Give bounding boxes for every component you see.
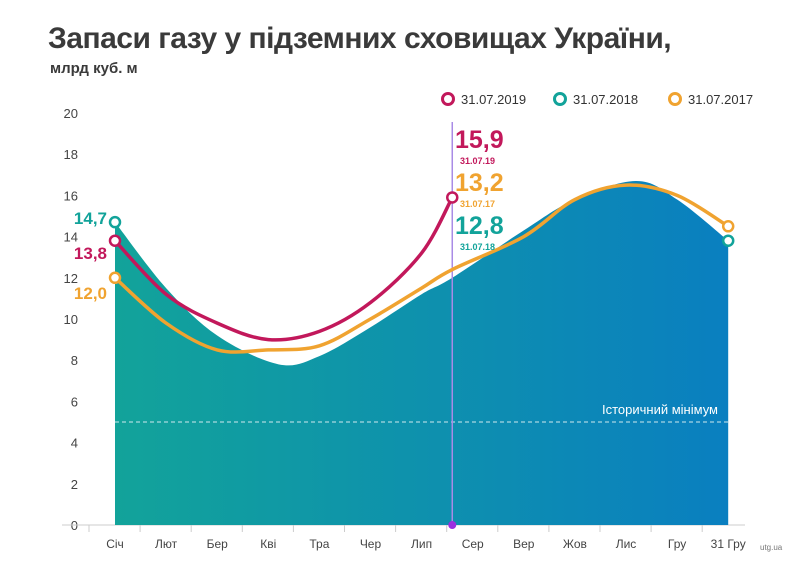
x-tick-label: Лют — [155, 537, 178, 551]
y-tick-label: 2 — [71, 477, 78, 492]
point-2017 — [721, 220, 735, 233]
y-tick-label: 4 — [71, 436, 78, 451]
marker-value-label: 15,9 — [455, 126, 504, 154]
start-label: 12,0 — [74, 284, 107, 303]
y-tick-label: 16 — [64, 188, 78, 203]
x-tick-label: Лис — [616, 537, 637, 551]
marker-date-label: 31.07.17 — [460, 199, 495, 209]
marker-value-label: 13,2 — [455, 169, 504, 197]
chart-subtitle: млрд куб. м — [50, 60, 138, 77]
chart-title: Запаси газу у підземних сховищах України… — [48, 22, 672, 55]
x-tick-label: Чер — [360, 537, 382, 551]
marker-date-label: 31.07.18 — [460, 242, 495, 252]
y-tick-label: 20 — [64, 106, 78, 121]
point-2018 — [108, 215, 122, 229]
x-tick-label: Лип — [411, 537, 432, 551]
marker-value-label: 12,8 — [455, 212, 504, 240]
y-tick-label: 10 — [64, 312, 78, 327]
x-tick-label: Гру — [668, 537, 686, 551]
area-2018 — [115, 180, 729, 526]
reference-label: Історичний мінімум — [602, 402, 718, 417]
legend-label: 31.07.2017 — [688, 92, 753, 107]
start-label: 13,8 — [74, 244, 107, 263]
source-label: utg.ua — [760, 543, 783, 552]
line-2019 — [113, 196, 454, 342]
marker-dot — [448, 521, 457, 529]
line-2017 — [113, 183, 730, 354]
x-tick-label: Тра — [309, 537, 329, 551]
x-tick-label: Січ — [106, 537, 124, 551]
point-2019 — [108, 234, 122, 247]
point-2019 — [446, 191, 459, 204]
point-2018 — [721, 234, 735, 247]
point-2017 — [108, 271, 122, 285]
y-tick-label: 8 — [71, 353, 78, 368]
marker-date-label: 31.07.19 — [460, 156, 495, 166]
legend-label: 31.07.2019 — [461, 92, 526, 107]
legend-marker-icon — [668, 92, 682, 106]
y-tick-label: 18 — [64, 147, 78, 162]
y-tick-label: 6 — [71, 394, 78, 409]
x-tick-label: Бер — [207, 537, 229, 551]
start-label: 14,7 — [74, 209, 107, 228]
legend-label: 31.07.2018 — [573, 92, 638, 107]
x-tick-label: Вер — [513, 537, 535, 551]
legend-marker-icon — [441, 92, 455, 106]
x-tick-label: Сер — [462, 537, 484, 551]
x-tick-label: 31 Гру — [711, 537, 746, 551]
x-tick-label: Кві — [260, 537, 276, 551]
y-tick-label: 12 — [64, 271, 78, 286]
y-tick-label: 14 — [64, 230, 78, 245]
x-tick-label: Жов — [563, 537, 587, 551]
legend-marker-icon — [553, 92, 567, 106]
